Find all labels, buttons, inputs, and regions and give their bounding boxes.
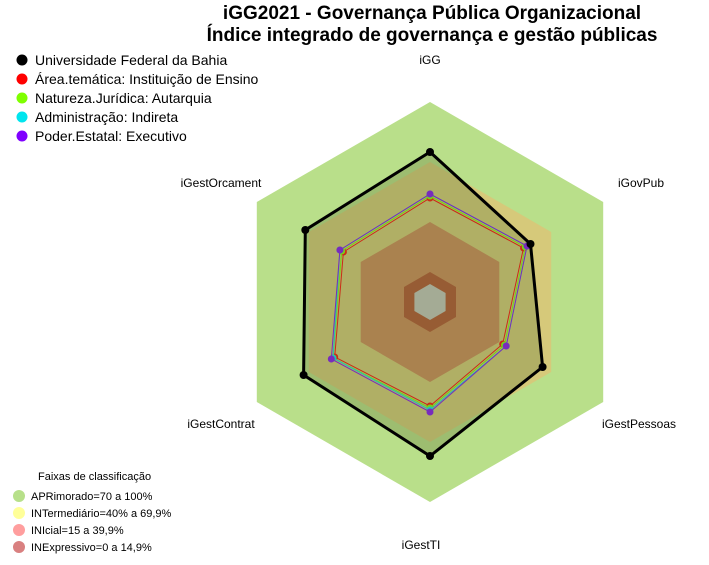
band-legend-item: INIcial=15 a 39,9%: [13, 524, 124, 537]
axis-label-iGestPessoas: iGestPessoas: [602, 417, 676, 431]
series-legend: Universidade Federal da Bahia Área.temáti…: [16, 52, 259, 144]
series-point: [538, 363, 547, 371]
band-legend-marker: [13, 541, 25, 553]
legend-item: Natureza.Jurídica: Autarquia: [16, 90, 212, 106]
band-legend-label: INIcial=15 a 39,9%: [31, 525, 124, 537]
band-legend-marker: [13, 490, 25, 502]
band-legend-label: APRimorado=70 a 100%: [31, 491, 153, 503]
legend-marker: [16, 92, 28, 104]
band-legend-item: APRimorado=70 a 100%: [13, 490, 153, 503]
band-legend-item: INTermediário=40% a 69,9%: [13, 507, 172, 520]
legend-marker: [16, 54, 28, 66]
axis-label-iGestOrcament: iGestOrcament: [181, 176, 262, 190]
series-point: [526, 240, 535, 248]
series-layer: [299, 148, 547, 460]
chart-subtitle: Índice integrado de governança e gestão …: [207, 24, 658, 46]
band-legend-marker: [13, 524, 25, 536]
series-point: [502, 342, 510, 350]
axis-labels: iGG iGovPub iGestPessoas iGestTI iGestContra…: [181, 53, 676, 552]
legend-item: Universidade Federal da Bahia: [16, 52, 227, 68]
series-point: [426, 408, 434, 416]
series-point: [426, 452, 434, 460]
series-area: [303, 152, 543, 456]
legend-label: Universidade Federal da Bahia: [35, 52, 227, 68]
series-point: [327, 355, 335, 363]
band-legend: Faixas de classificação APRimorado=70 a …: [13, 471, 172, 554]
chart-title: iGG2021 - Governança Pública Organizacio…: [223, 3, 641, 24]
legend-label: Natureza.Jurídica: Autarquia: [35, 90, 212, 106]
band-legend-label: INTermediário=40% a 69,9%: [31, 508, 172, 520]
series-point: [426, 148, 434, 156]
legend-item: Poder.Estatal: Executivo: [16, 128, 187, 144]
series-1: [299, 148, 547, 460]
axis-label-iGovPub: iGovPub: [618, 176, 664, 190]
axis-label-iGG: iGG: [419, 53, 440, 67]
series-point: [336, 246, 344, 254]
axis-label-iGestTI: iGestTI: [402, 538, 441, 552]
legend-label: Área.temática: Instituição de Ensino: [35, 71, 259, 87]
axis-label-iGestContrat: iGestContrat: [187, 417, 255, 431]
series-point: [301, 226, 310, 234]
band-legend-item: INExpressivo=0 a 14,9%: [13, 541, 152, 554]
band-legend-title: Faixas de classificação: [38, 471, 151, 483]
band-legend-label: INExpressivo=0 a 14,9%: [31, 542, 152, 554]
legend-label: Poder.Estatal: Executivo: [35, 128, 187, 144]
band-center: [414, 284, 446, 320]
series-point: [426, 190, 434, 198]
legend-item: Área.temática: Instituição de Ensino: [16, 71, 259, 87]
legend-label: Administração: Indireta: [35, 109, 178, 125]
series-point: [299, 371, 308, 379]
band-legend-marker: [13, 507, 25, 519]
legend-item: Administração: Indireta: [16, 109, 178, 125]
legend-marker: [16, 73, 28, 85]
legend-marker: [16, 111, 28, 123]
legend-marker: [16, 130, 28, 142]
